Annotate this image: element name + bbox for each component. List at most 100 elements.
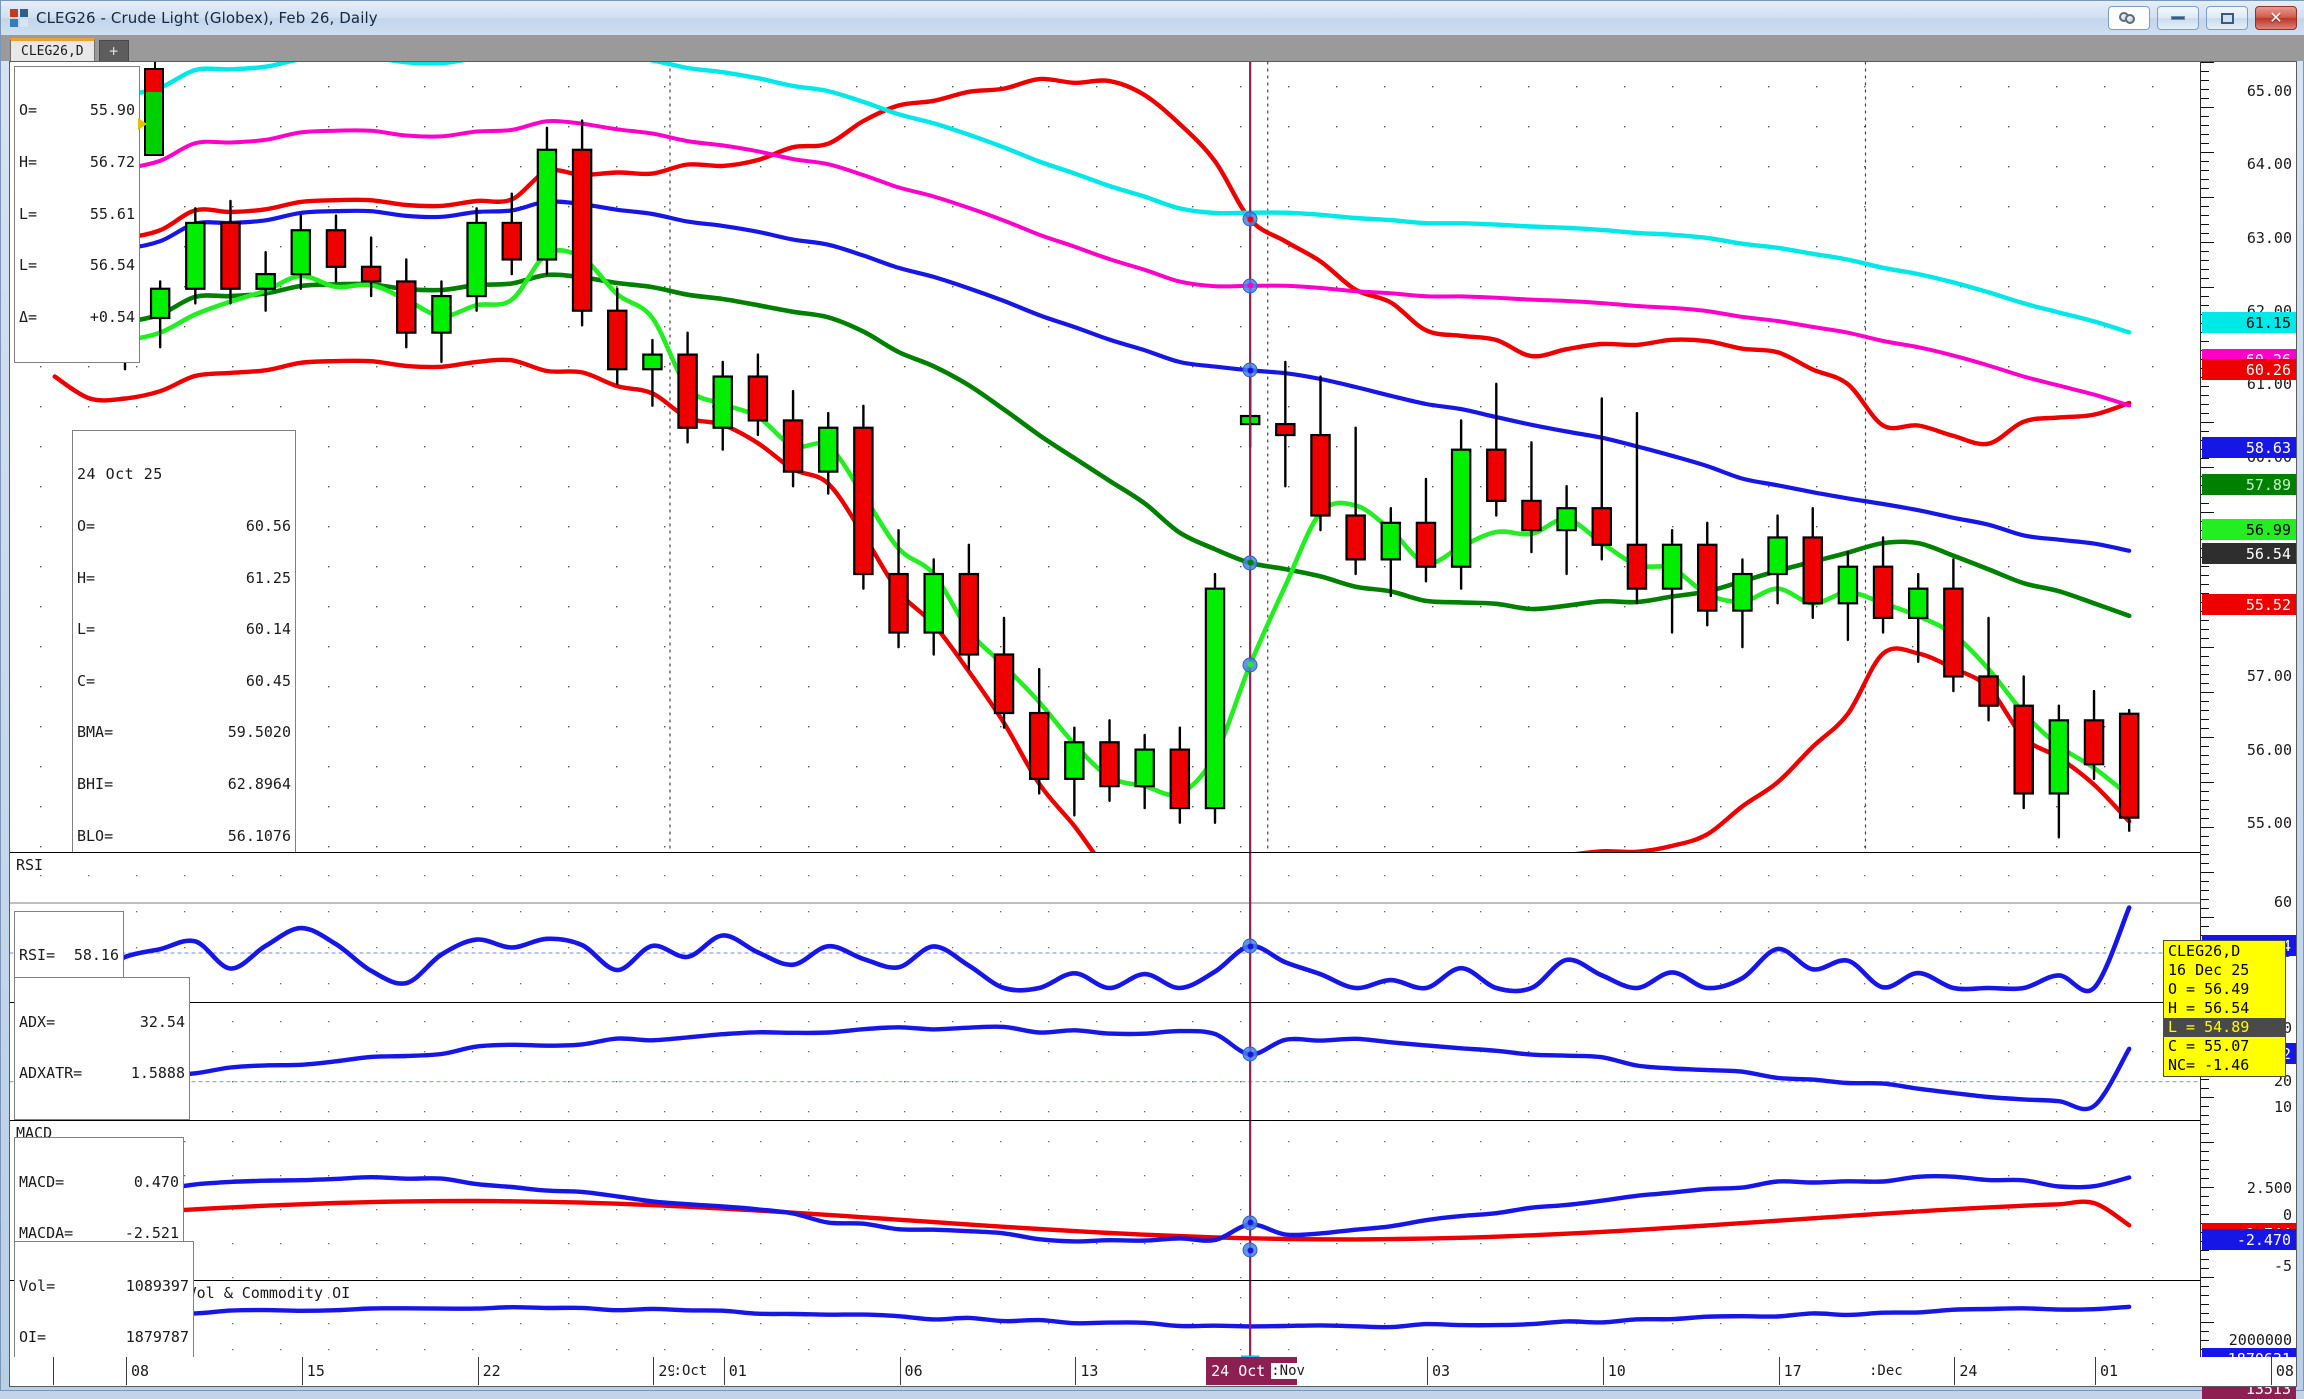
adxatr-readout-key: ADXATR= — [19, 1064, 83, 1083]
minimize-icon[interactable] — [2157, 6, 2199, 30]
maximize-icon[interactable] — [2206, 6, 2248, 30]
price-axis-tick: 63.00 — [2246, 228, 2292, 247]
tooltip-row: L= 60.14 — [77, 620, 291, 639]
macd-panel[interactable]: MACD MACD= 0.470 MACDA= -2.521 — [10, 1120, 2202, 1280]
chart-container[interactable]: O= 55.90 H= 56.72 L= 55.61 L= 56.54 Δ= +0.54 … — [9, 61, 2297, 1399]
adxatr-readout-value: 1.5888 — [130, 1064, 185, 1083]
macda-readout-key: MACDA= — [19, 1224, 74, 1243]
date-axis-label: 01 — [723, 1357, 747, 1385]
cursor-intersection-dot — [1242, 1046, 1258, 1062]
rsi-readout-key: RSI= — [19, 946, 56, 965]
tooltip-row: BMA= 59.5020 — [77, 723, 291, 742]
date-axis-label: 10 — [1602, 1357, 1626, 1385]
current-bar-glyph — [138, 62, 164, 156]
badge-darkgreen-ma: 57.89 — [2202, 474, 2296, 495]
cursor-intersection-dot — [1242, 362, 1258, 378]
cursor-intersection-dot — [1242, 555, 1258, 571]
date-axis-label: 03 — [1426, 1357, 1450, 1385]
add-tab-button[interactable]: + — [98, 40, 129, 61]
cursor-date: 16 Dec 25 — [2168, 961, 2250, 979]
date-axis-corner — [10, 1357, 54, 1385]
quote-row: Δ= +0.54 — [19, 307, 135, 326]
quote-row: L= 56.54 — [19, 256, 135, 275]
price-axis-tick: 57.00 — [2246, 667, 2292, 686]
cursor-low: L = 54.89 — [2164, 1018, 2285, 1037]
rsi-panel-title: RSI — [16, 856, 44, 874]
badge-cyan-ma: 61.15 — [2202, 312, 2296, 333]
adx-readout-value: 32.54 — [139, 1012, 185, 1031]
axis-tick-marks — [2201, 62, 2214, 1384]
adx-axis-tick: 10 — [2273, 1097, 2292, 1116]
cursor-intersection-dot — [1242, 1215, 1258, 1231]
badge-blue-ma: 58.63 — [2202, 437, 2296, 458]
cursor-quote-box: CLEG26,D 16 Dec 25 O = 56.49 H = 56.54 L… — [2163, 940, 2286, 1077]
date-axis-label: 06 — [899, 1357, 923, 1385]
link-icon[interactable] — [2108, 6, 2150, 30]
price-axis[interactable]: 65.0064.0063.0062.0061.0060.0059.0058.00… — [2200, 62, 2296, 1399]
cursor-symbol: CLEG26,D — [2168, 942, 2241, 960]
month-separator-label: :Nov — [1271, 1363, 1305, 1379]
price-panel[interactable]: O= 55.90 H= 56.72 L= 55.61 L= 56.54 Δ= +0.54 … — [10, 62, 2202, 1141]
date-axis[interactable]: 08152229010613200310172401081524 Oct 25 — [9, 1357, 2297, 1387]
tab-strip: CLEG26,D + — [1, 35, 2304, 61]
cursor-high: H = 56.54 — [2168, 999, 2250, 1017]
quote-readout-box: O= 55.90 H= 56.72 L= 55.61 L= 56.54 Δ= +0.54 — [14, 66, 140, 364]
adx-panel[interactable]: ADX ADX=32.54 ADXATR=1.5888 — [10, 977, 2202, 1120]
month-separator-label: :Oct — [673, 1363, 708, 1379]
macd-readout-key: MACD= — [19, 1172, 65, 1191]
tooltip-row: BLO= 56.1076 — [77, 826, 291, 845]
chart-app-icon — [10, 9, 28, 27]
quote-row: O= 55.90 — [19, 101, 135, 120]
date-axis-label: 15 — [301, 1357, 325, 1385]
tooltip-date: 24 Oct 25 — [77, 465, 163, 484]
adx-readout-box: ADX= 32.54 ADXATR= 1.5888 — [14, 977, 190, 1120]
oi-readout-value: 1879787 — [125, 1328, 189, 1347]
tab-cleg26-d[interactable]: CLEG26,D — [10, 38, 95, 61]
date-axis-label: 13 — [1075, 1357, 1098, 1385]
date-axis-label: 08 — [126, 1357, 149, 1385]
badge-red-lower-band: 55.52 — [2202, 594, 2296, 615]
vol-readout-key: Vol= — [19, 1276, 56, 1295]
macda-readout-value: -2.521 — [124, 1224, 179, 1243]
cursor-intersection-dot — [1242, 278, 1258, 294]
price-axis-tick: 56.00 — [2246, 740, 2292, 759]
date-axis-label: 24 — [1954, 1357, 1977, 1385]
cursor-intersection-dot — [1242, 211, 1258, 227]
price-axis-tick: 55.00 — [2246, 813, 2292, 832]
cursor-intersection-dot — [1242, 657, 1258, 673]
badge-green-ma: 56.99 — [2202, 519, 2296, 540]
date-axis-label: 01 — [2095, 1357, 2118, 1385]
date-axis-label: 08 — [2270, 1357, 2294, 1385]
tooltip-row: H= 61.25 — [77, 568, 291, 587]
tooltip-row: BHI= 62.8964 — [77, 775, 291, 794]
tooltip-row: C= 60.45 — [77, 671, 291, 690]
rsi-panel[interactable]: RSI RSI= 58.16 — [10, 852, 2202, 1002]
vol-readout-value: 1089397 — [125, 1276, 189, 1295]
price-axis-tick: 65.00 — [2246, 82, 2292, 101]
oi-readout-key: OI= — [19, 1328, 47, 1347]
macd-axis-badge: -2.470 — [2202, 1229, 2296, 1250]
cursor-intersection-dot — [1242, 1242, 1258, 1258]
title-bar: CLEG26 - Crude Light (Globex), Feb 26, D… — [1, 1, 2304, 35]
tooltip-row: O= 60.56 — [77, 517, 291, 536]
window-controls: ✕ — [2108, 6, 2297, 30]
date-axis-label: 17 — [1778, 1357, 1802, 1385]
macd-axis-tick: -5 — [2273, 1257, 2292, 1275]
rsi-readout-value: 58.16 — [73, 946, 119, 965]
volume-axis-tick: 2000000 — [2228, 1331, 2292, 1349]
badge-red-band: 60.26 — [2202, 359, 2296, 380]
window-title: CLEG26 - Crude Light (Globex), Feb 26, D… — [36, 9, 378, 27]
badge-last-price: 56.54 — [2202, 543, 2296, 564]
close-icon[interactable]: ✕ — [2255, 6, 2297, 30]
cursor-open: O = 56.49 — [2168, 980, 2250, 998]
date-axis-label: 29 — [653, 1357, 676, 1385]
macd-readout-value: 0.470 — [133, 1172, 179, 1191]
quote-row: H= 56.72 — [19, 153, 135, 172]
rsi-axis-tick: 60 — [2273, 893, 2292, 911]
cursor-intersection-dot — [1242, 938, 1258, 954]
price-axis-tick: 64.00 — [2246, 155, 2292, 174]
month-separator-label: :Dec — [1869, 1363, 1903, 1379]
quote-row: L= 55.61 — [19, 204, 135, 223]
macd-axis-tick: 0 — [2282, 1206, 2292, 1224]
